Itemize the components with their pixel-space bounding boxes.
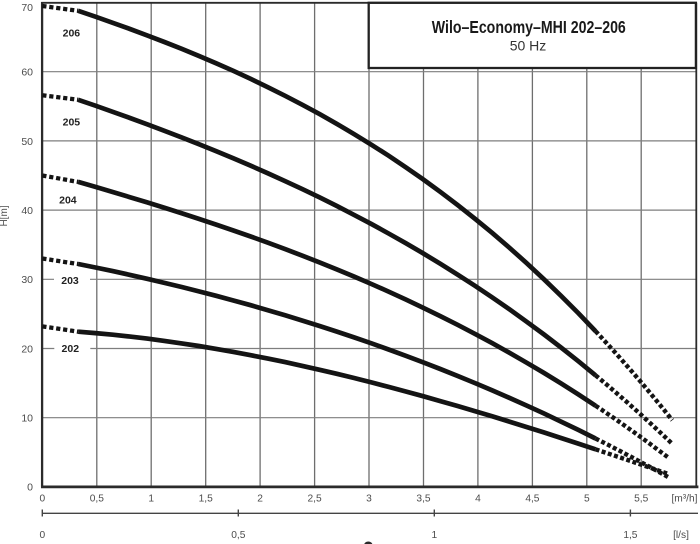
svg-text:3: 3 [366,494,372,505]
svg-text:5,5: 5,5 [634,494,648,505]
svg-text:203: 203 [61,275,79,287]
svg-text:1: 1 [431,530,437,541]
svg-text:1,5: 1,5 [199,494,213,505]
svg-text:202: 202 [62,343,80,355]
svg-text:206: 206 [63,27,81,39]
svg-text:40: 40 [21,205,33,217]
svg-text:60: 60 [21,67,33,79]
svg-text:1: 1 [148,494,154,505]
svg-text:0,5: 0,5 [231,530,245,541]
svg-text:2,5: 2,5 [308,494,322,505]
svg-text:50: 50 [21,136,33,148]
svg-text:Wilo–Economy–MHI 202–206: Wilo–Economy–MHI 202–206 [432,17,626,37]
svg-text:50 Hz: 50 Hz [510,38,547,54]
svg-text:[l/s]: [l/s] [673,530,689,541]
svg-text:5: 5 [584,494,590,505]
svg-text:0: 0 [27,481,33,493]
svg-text:70: 70 [21,2,33,14]
svg-text:204: 204 [59,195,77,207]
svg-text:0,5: 0,5 [90,494,104,505]
svg-text:20: 20 [21,343,33,355]
svg-text:3,5: 3,5 [416,494,430,505]
svg-text:0: 0 [39,494,45,505]
svg-text:4,5: 4,5 [525,494,539,505]
svg-text:30: 30 [21,274,33,286]
svg-text:H[m]: H[m] [0,205,10,226]
svg-text:4: 4 [475,494,481,505]
svg-text:[m³/h]: [m³/h] [671,494,697,505]
svg-text:10: 10 [21,413,33,425]
svg-text:205: 205 [63,116,81,128]
svg-text:2: 2 [257,494,263,505]
svg-text:0: 0 [39,530,45,541]
svg-text:1,5: 1,5 [623,530,637,541]
